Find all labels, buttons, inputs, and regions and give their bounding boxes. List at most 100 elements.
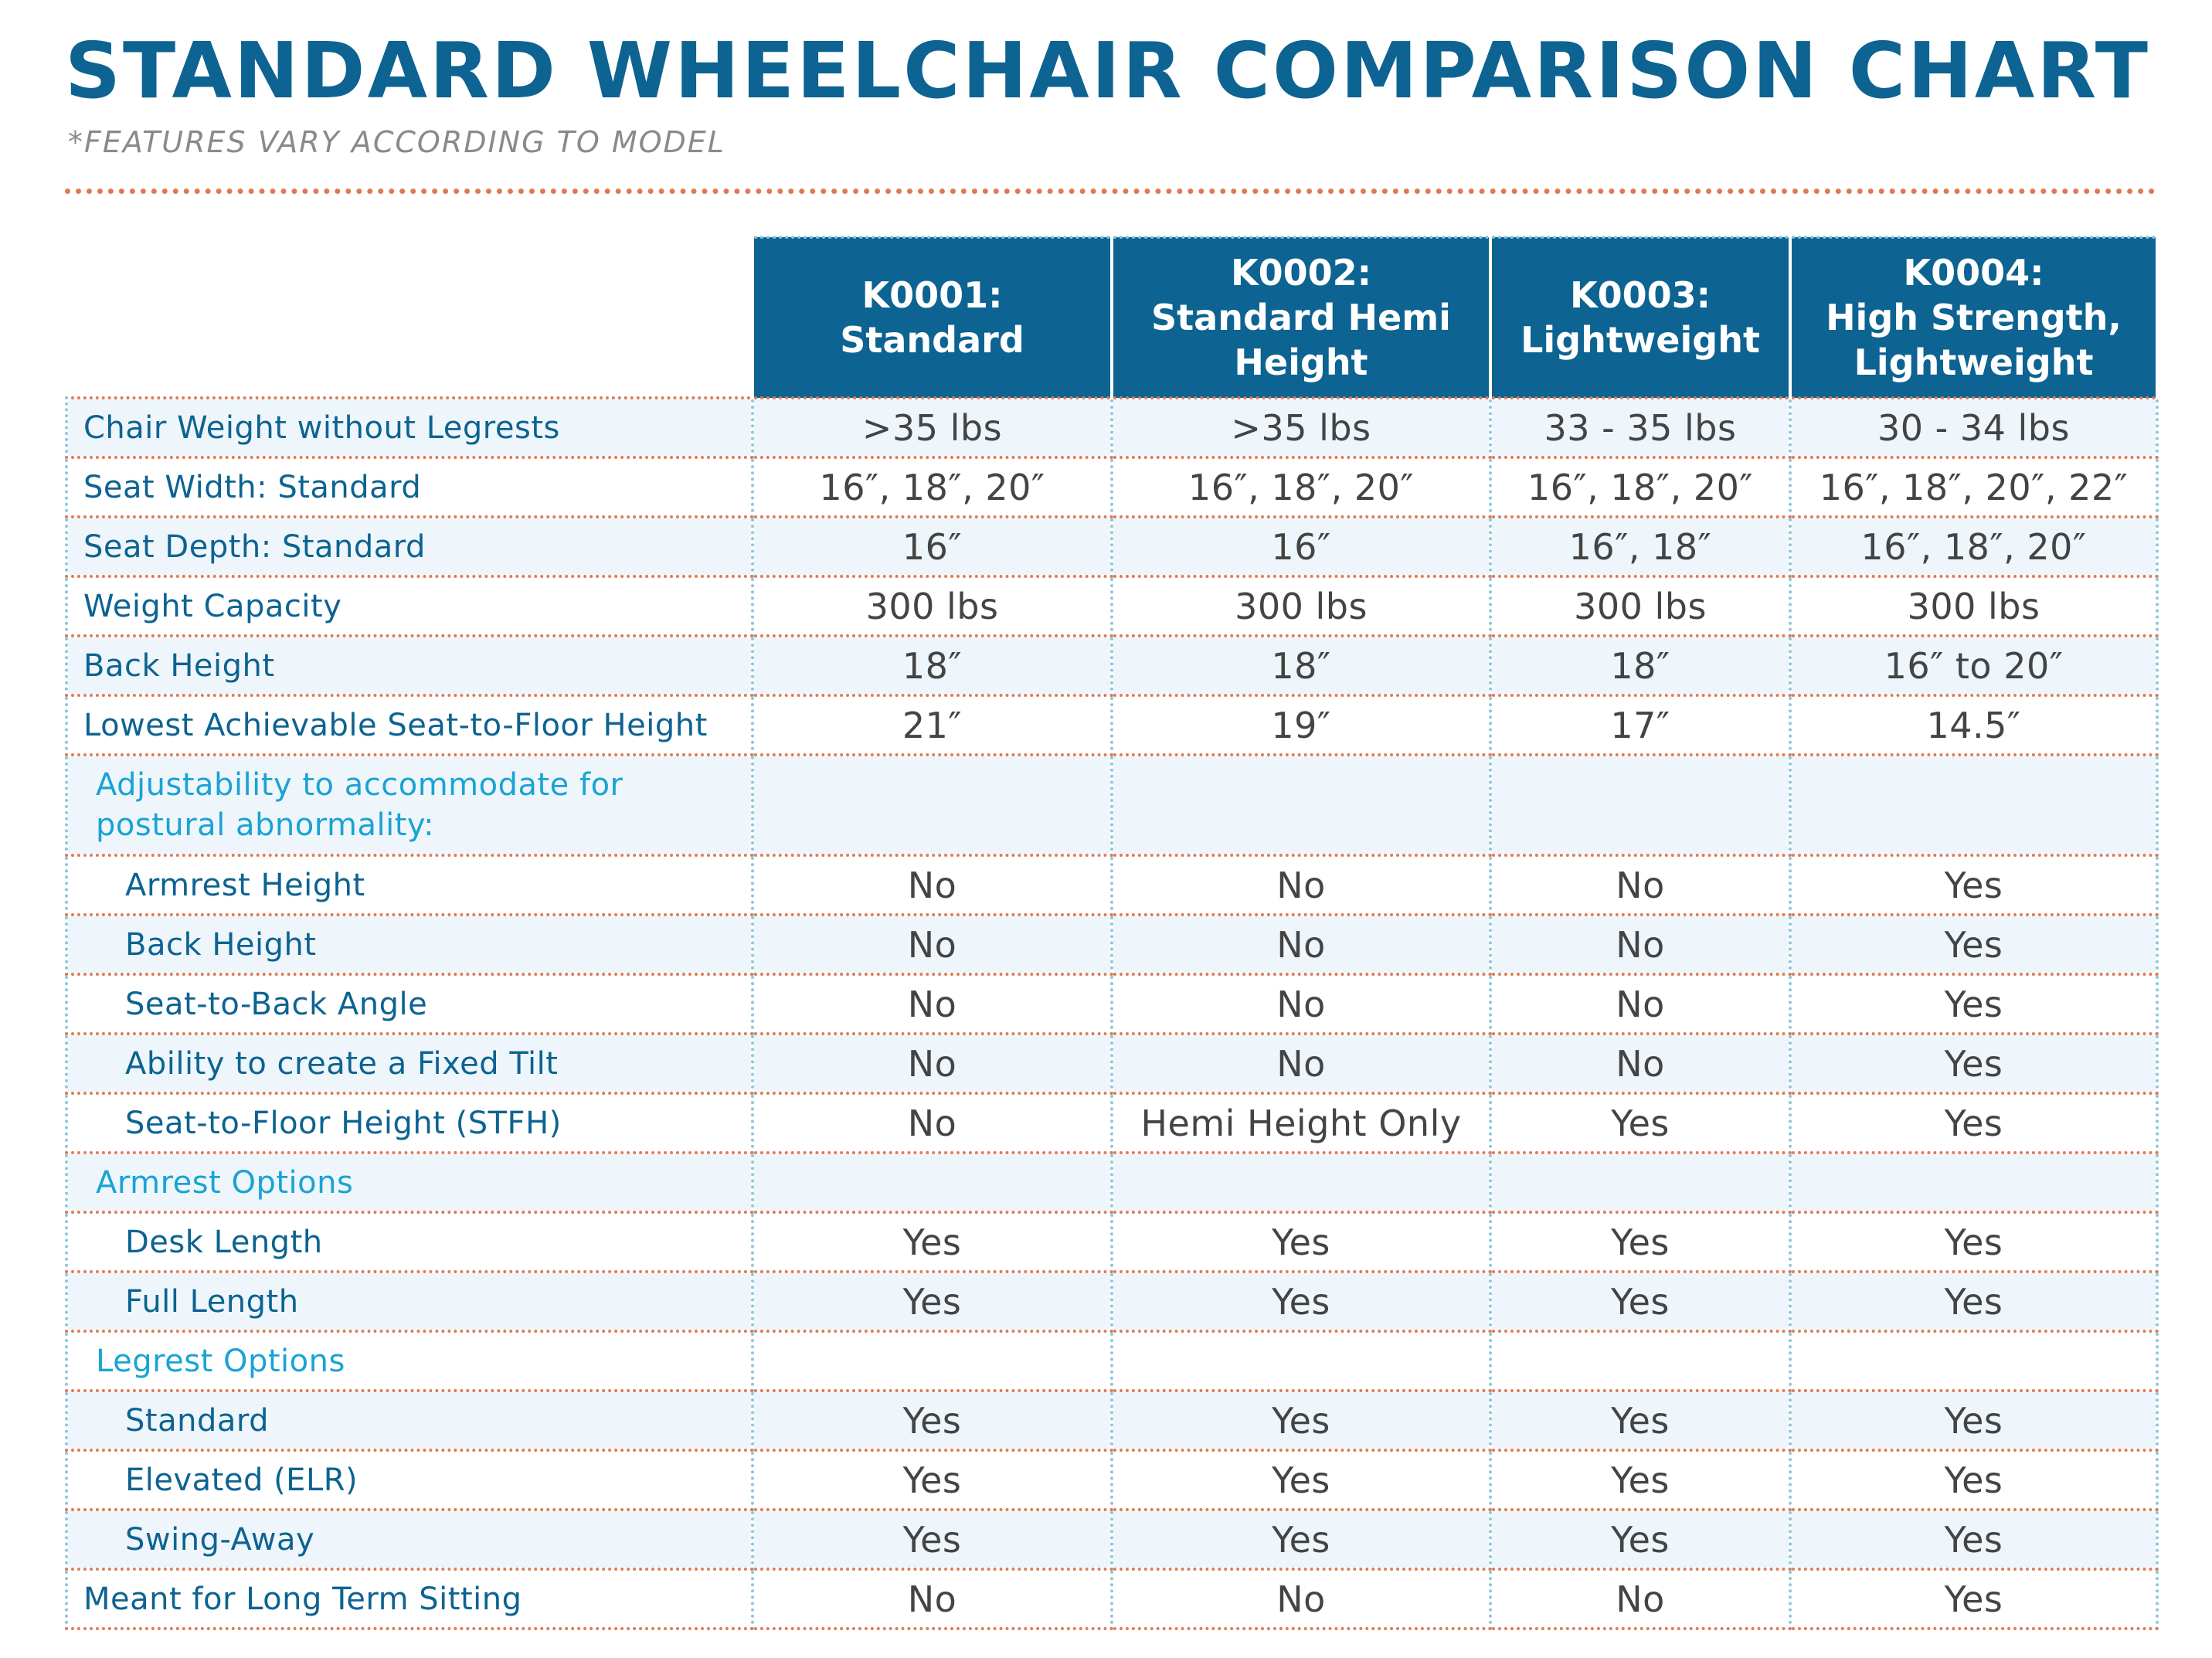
cell-value: 16″, 18″, 20″: [1489, 457, 1792, 518]
cell-value: No: [1489, 855, 1792, 916]
table-row: Chair Weight without Legrests >35 lbs >3…: [65, 396, 2159, 459]
row-label: Ability to create a Fixed Tilt: [65, 1034, 754, 1095]
cell-value: 300 lbs: [1110, 576, 1492, 637]
cell-value: 17″: [1489, 695, 1792, 756]
cell-value: 14.5″: [1789, 695, 2159, 756]
row-label: Seat Width: Standard: [65, 457, 754, 518]
cell-value: [751, 1331, 1113, 1392]
cell-value: Yes: [1789, 1510, 2159, 1571]
cell-value: [1489, 755, 1792, 857]
cell-value: Yes: [1789, 1093, 2159, 1154]
cell-value: Yes: [1789, 1034, 2159, 1095]
cell-value: Yes: [1110, 1510, 1492, 1571]
cell-value: >35 lbs: [1110, 396, 1492, 459]
page-subtitle: *FEATURES VARY ACCORDING TO MODEL: [68, 125, 725, 159]
cell-value: 33 - 35 lbs: [1489, 396, 1792, 459]
cell-value: Yes: [1789, 915, 2159, 976]
column-header-line: Standard: [840, 319, 1024, 361]
column-header-line: K0004:: [1903, 252, 2044, 294]
row-label: Chair Weight without Legrests: [65, 396, 754, 459]
cell-value: Yes: [1789, 855, 2159, 916]
column-header-line: Standard Hemi: [1151, 297, 1451, 338]
section-row: Armrest Options: [65, 1153, 2159, 1214]
table-row: Back Height 18″ 18″ 18″ 16″ to 20″: [65, 636, 2159, 697]
cell-value: Yes: [1110, 1391, 1492, 1452]
cell-value: [751, 755, 1113, 857]
row-label: Elevated (ELR): [65, 1450, 754, 1511]
cell-value: No: [751, 974, 1113, 1035]
cell-value: Yes: [1489, 1450, 1792, 1511]
cell-value: No: [751, 855, 1113, 916]
cell-value: [751, 1153, 1113, 1214]
cell-value: Hemi Height Only: [1110, 1093, 1492, 1154]
cell-value: [1789, 1331, 2159, 1392]
row-label: Full Length: [65, 1272, 754, 1333]
cell-value: Yes: [1489, 1391, 1792, 1452]
table-row: Weight Capacity 300 lbs 300 lbs 300 lbs …: [65, 576, 2159, 637]
cell-value: Yes: [1789, 1450, 2159, 1511]
table-row: Swing-Away Yes Yes Yes Yes: [65, 1510, 2159, 1571]
cell-value: No: [1110, 915, 1492, 976]
row-label: Desk Length: [65, 1212, 754, 1273]
cell-value: 16″, 18″, 20″: [1789, 517, 2159, 578]
section-label: Adjustability to accommodate for postura…: [65, 755, 754, 857]
cell-value: [1110, 1331, 1492, 1392]
cell-value: No: [1110, 974, 1492, 1035]
cell-value: 30 - 34 lbs: [1789, 396, 2159, 459]
cell-value: 16″, 18″, 20″: [751, 457, 1113, 518]
table-row: Seat-to-Floor Height (STFH) No Hemi Heig…: [65, 1093, 2159, 1154]
table-row: Seat-to-Back Angle No No No Yes: [65, 974, 2159, 1035]
cell-value: Yes: [751, 1212, 1113, 1273]
row-label: Weight Capacity: [65, 576, 754, 637]
row-label: Back Height: [65, 636, 754, 697]
cell-value: Yes: [1489, 1510, 1792, 1571]
cell-value: No: [1110, 1034, 1492, 1095]
cell-value: 300 lbs: [751, 576, 1113, 637]
cell-value: Yes: [1789, 1569, 2159, 1630]
cell-value: Yes: [1489, 1093, 1792, 1154]
cell-value: No: [1489, 974, 1792, 1035]
header-corner: [66, 237, 753, 398]
table-row: Armrest Height No No No Yes: [65, 855, 2159, 916]
cell-value: 21″: [751, 695, 1113, 756]
table-row: Elevated (ELR) Yes Yes Yes Yes: [65, 1450, 2159, 1511]
row-label: Seat-to-Floor Height (STFH): [65, 1093, 754, 1154]
cell-value: No: [751, 1093, 1113, 1154]
row-label: Back Height: [65, 915, 754, 976]
cell-value: Yes: [1489, 1272, 1792, 1333]
table-row: Ability to create a Fixed Tilt No No No …: [65, 1034, 2159, 1095]
comparison-table: K0001: Standard K0002: Standard Hemi Hei…: [65, 236, 2159, 1630]
column-header-line: Lightweight: [1521, 319, 1760, 361]
dotted-divider: [65, 189, 2156, 194]
cell-value: 16″ to 20″: [1789, 636, 2159, 697]
cell-value: 16″, 18″, 20″, 22″: [1789, 457, 2159, 518]
cell-value: [1110, 1153, 1492, 1214]
cell-value: Yes: [751, 1391, 1113, 1452]
column-header-k0001: K0001: Standard: [751, 236, 1113, 398]
section-label: Armrest Options: [65, 1153, 754, 1214]
cell-value: [1110, 755, 1492, 857]
cell-value: No: [1489, 1569, 1792, 1630]
cell-value: 16″: [751, 517, 1113, 578]
cell-value: >35 lbs: [751, 396, 1113, 459]
cell-value: [1789, 1153, 2159, 1214]
cell-value: No: [1489, 1034, 1792, 1095]
column-header-line: K0002:: [1230, 252, 1372, 294]
row-label: Lowest Achievable Seat-to-Floor Height: [65, 695, 754, 756]
cell-value: No: [751, 1569, 1113, 1630]
table-row: Full Length Yes Yes Yes Yes: [65, 1272, 2159, 1333]
header-row: K0001: Standard K0002: Standard Hemi Hei…: [66, 236, 2159, 398]
cell-value: 16″, 18″: [1489, 517, 1792, 578]
row-label: Standard: [65, 1391, 754, 1452]
cell-value: [1489, 1331, 1792, 1392]
cell-value: Yes: [1489, 1212, 1792, 1273]
cell-value: No: [1489, 915, 1792, 976]
table-row: Desk Length Yes Yes Yes Yes: [65, 1212, 2159, 1273]
cell-value: Yes: [751, 1510, 1113, 1571]
column-header-k0004: K0004: High Strength, Lightweight: [1789, 236, 2159, 398]
section-row: Adjustability to accommodate for postura…: [65, 755, 2159, 857]
cell-value: No: [751, 1034, 1113, 1095]
cell-value: 300 lbs: [1489, 576, 1792, 637]
cell-value: [1789, 755, 2159, 857]
table-row: Seat Width: Standard 16″, 18″, 20″ 16″, …: [65, 457, 2159, 518]
